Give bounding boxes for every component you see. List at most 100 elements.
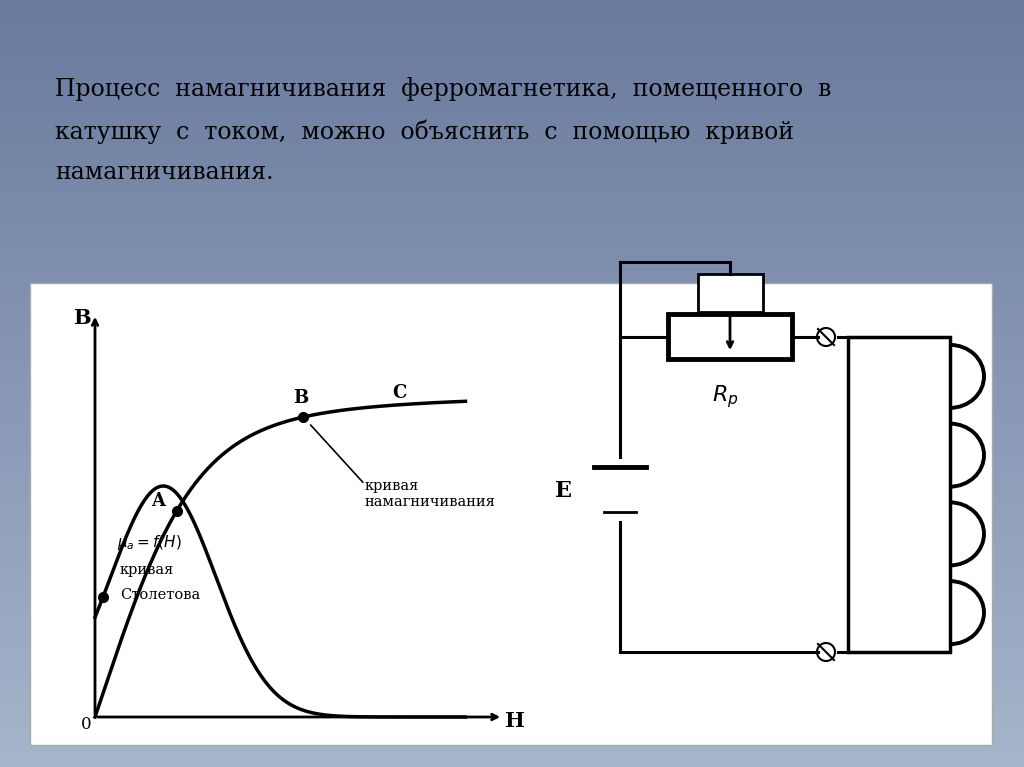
Bar bbox=[0, 222, 1024, 226]
Bar bbox=[0, 410, 1024, 414]
Bar bbox=[0, 230, 1024, 234]
Bar bbox=[0, 19, 1024, 23]
Bar bbox=[0, 491, 1024, 495]
Bar bbox=[0, 291, 1024, 295]
Bar bbox=[0, 257, 1024, 261]
Text: кривая
намагничивания: кривая намагничивания bbox=[365, 479, 496, 509]
Bar bbox=[0, 50, 1024, 54]
Bar bbox=[0, 713, 1024, 717]
Bar bbox=[0, 280, 1024, 284]
Bar bbox=[0, 671, 1024, 675]
Bar bbox=[0, 65, 1024, 69]
Bar bbox=[0, 134, 1024, 138]
Bar bbox=[0, 238, 1024, 242]
Bar bbox=[0, 499, 1024, 502]
Bar bbox=[0, 483, 1024, 487]
Bar bbox=[0, 445, 1024, 449]
Bar bbox=[0, 100, 1024, 104]
Bar bbox=[0, 23, 1024, 27]
Bar bbox=[0, 686, 1024, 690]
Bar bbox=[0, 514, 1024, 518]
Text: C: C bbox=[392, 384, 407, 402]
Bar bbox=[0, 150, 1024, 153]
Bar bbox=[0, 437, 1024, 441]
Text: намагничивания.: намагничивания. bbox=[55, 161, 273, 184]
Bar bbox=[0, 740, 1024, 744]
Bar bbox=[0, 345, 1024, 349]
Bar bbox=[0, 610, 1024, 614]
Bar bbox=[0, 418, 1024, 422]
Text: B: B bbox=[293, 389, 308, 407]
Bar bbox=[0, 115, 1024, 119]
Bar bbox=[0, 12, 1024, 15]
Bar bbox=[0, 449, 1024, 453]
Bar bbox=[0, 376, 1024, 380]
Bar bbox=[0, 326, 1024, 330]
Bar bbox=[0, 77, 1024, 81]
Bar bbox=[0, 702, 1024, 706]
Bar bbox=[0, 667, 1024, 671]
Bar bbox=[0, 522, 1024, 525]
Bar bbox=[0, 675, 1024, 679]
Bar bbox=[0, 161, 1024, 165]
Bar bbox=[0, 169, 1024, 173]
Bar bbox=[848, 337, 950, 652]
Bar bbox=[0, 744, 1024, 748]
Bar bbox=[0, 430, 1024, 433]
Bar bbox=[0, 506, 1024, 510]
Bar bbox=[0, 541, 1024, 545]
Bar bbox=[0, 403, 1024, 407]
Bar bbox=[0, 81, 1024, 84]
Bar bbox=[0, 123, 1024, 127]
Bar bbox=[0, 73, 1024, 77]
Bar bbox=[30, 283, 992, 745]
Bar bbox=[0, 725, 1024, 729]
Bar bbox=[0, 146, 1024, 150]
Bar bbox=[0, 199, 1024, 203]
Bar bbox=[0, 755, 1024, 759]
Bar bbox=[0, 564, 1024, 568]
Bar bbox=[0, 591, 1024, 594]
Bar bbox=[0, 334, 1024, 337]
Bar bbox=[0, 732, 1024, 736]
Bar bbox=[0, 96, 1024, 100]
Bar bbox=[0, 4, 1024, 8]
Bar bbox=[0, 525, 1024, 529]
Bar bbox=[0, 288, 1024, 291]
Bar bbox=[0, 357, 1024, 360]
Bar bbox=[0, 464, 1024, 468]
Bar bbox=[0, 621, 1024, 625]
Bar bbox=[0, 234, 1024, 238]
Bar bbox=[0, 387, 1024, 391]
Bar bbox=[0, 433, 1024, 437]
Text: H: H bbox=[505, 711, 525, 731]
Text: A: A bbox=[152, 492, 166, 510]
Text: кривая: кривая bbox=[120, 563, 174, 577]
Bar bbox=[0, 242, 1024, 245]
Bar bbox=[0, 395, 1024, 399]
Bar bbox=[0, 284, 1024, 288]
Bar bbox=[0, 107, 1024, 111]
Bar bbox=[0, 495, 1024, 499]
Bar bbox=[0, 556, 1024, 560]
Bar bbox=[0, 207, 1024, 211]
Text: Процесс  намагничивания  ферромагнетика,  помещенного  в: Процесс намагничивания ферромагнетика, п… bbox=[55, 77, 831, 101]
Bar bbox=[0, 384, 1024, 387]
Bar bbox=[0, 602, 1024, 606]
Bar bbox=[0, 625, 1024, 629]
Bar bbox=[0, 552, 1024, 556]
Bar bbox=[0, 502, 1024, 506]
Bar bbox=[0, 330, 1024, 334]
Bar bbox=[0, 249, 1024, 253]
Bar bbox=[0, 606, 1024, 610]
Bar bbox=[0, 629, 1024, 633]
Bar bbox=[0, 142, 1024, 146]
Bar bbox=[0, 35, 1024, 38]
Bar bbox=[0, 644, 1024, 648]
Bar bbox=[0, 579, 1024, 583]
Bar bbox=[0, 364, 1024, 368]
Bar bbox=[0, 529, 1024, 533]
Bar bbox=[0, 314, 1024, 318]
Bar bbox=[0, 736, 1024, 740]
Bar bbox=[0, 690, 1024, 694]
